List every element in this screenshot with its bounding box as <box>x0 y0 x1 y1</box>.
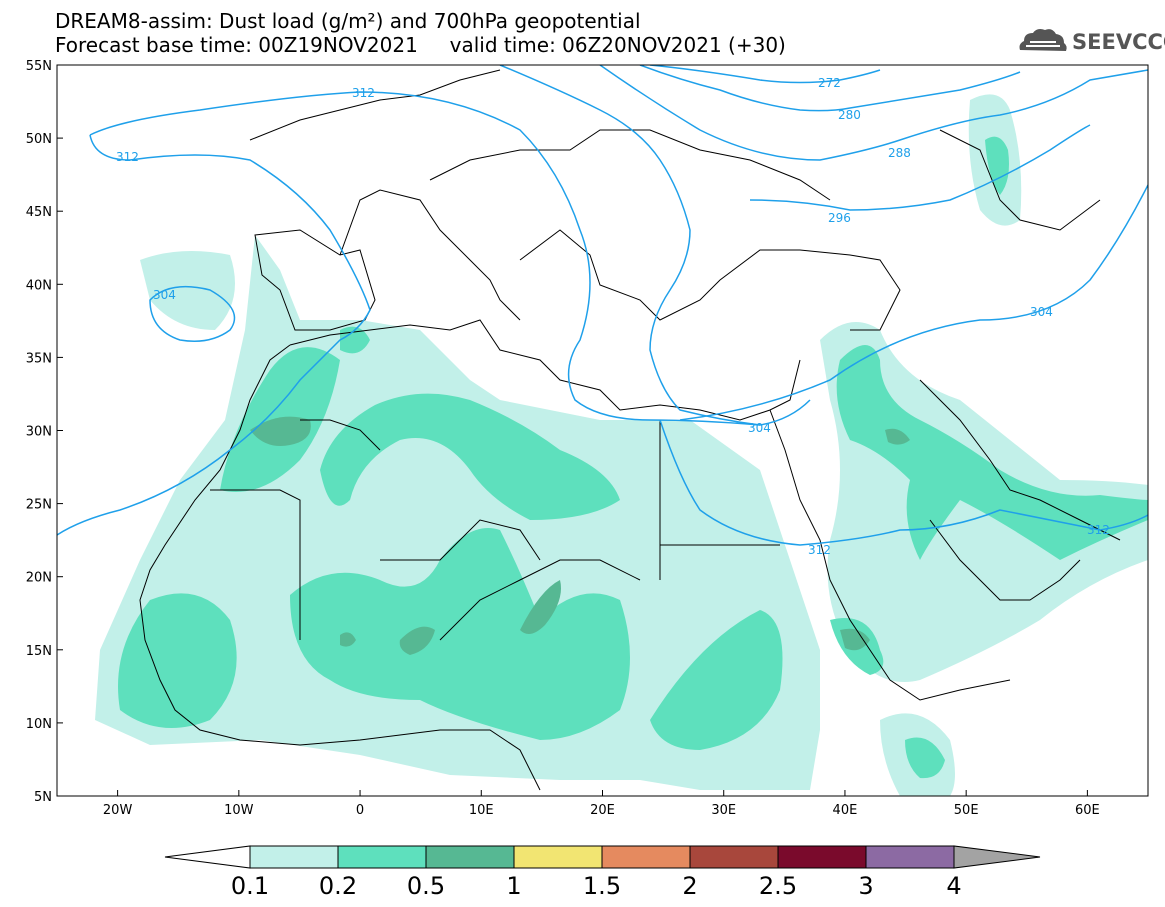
lat-tick-label: 45N <box>26 205 52 220</box>
lat-tick-label: 5N <box>34 790 52 805</box>
contour-label: 280 <box>838 108 861 122</box>
lat-tick-label: 50N <box>26 132 52 147</box>
lat-tick-label: 35N <box>26 351 52 366</box>
colorbar-segment <box>777 845 867 869</box>
colorbar-segment <box>425 845 515 869</box>
contour-label: 312 <box>808 543 831 557</box>
dust-medium-field <box>118 136 1148 779</box>
colorbar-label: 0.2 <box>318 872 358 900</box>
colorbar-max-arrow <box>953 845 1041 869</box>
colorbar-label: 3 <box>858 872 874 900</box>
geopotential-contours <box>57 65 1148 546</box>
lat-tick-label: 40N <box>26 278 52 293</box>
colorbar-label: 0.1 <box>230 872 270 900</box>
latitude-axis: 55N 50N 45N 40N 35N 30N 25N 20N 15N 10N 5N <box>26 59 63 805</box>
dust-fields <box>95 94 1148 796</box>
colorbar-segment <box>337 845 427 869</box>
colorbar-segment <box>689 845 779 869</box>
contour-label: 304 <box>153 288 176 302</box>
lon-tick-label: 0 <box>356 803 364 818</box>
contour-labels: 312 312 304 272 280 288 296 304 304 312 … <box>116 76 1110 557</box>
contour-label: 272 <box>818 76 841 90</box>
lon-tick-label: 20E <box>590 803 615 818</box>
lon-tick-label: 50E <box>954 803 979 818</box>
map-subtitle: Forecast base time: 00Z19NOV2021 valid t… <box>55 33 786 57</box>
dust-dark-field <box>250 416 910 655</box>
lon-tick-label: 40E <box>833 803 858 818</box>
coastlines <box>139 69 1121 791</box>
contour-label: 312 <box>116 150 139 164</box>
colorbar-label: 1 <box>506 872 522 900</box>
colorbar-segment <box>601 845 691 869</box>
lon-tick-label: 10E <box>469 803 494 818</box>
logo-text: SEEVCCC <box>1072 30 1165 54</box>
contour-label: 296 <box>828 211 851 225</box>
lat-tick-label: 15N <box>26 644 52 659</box>
lon-tick-label: 60E <box>1075 803 1100 818</box>
contour-label: 312 <box>352 86 375 100</box>
lat-tick-label: 25N <box>26 498 52 513</box>
colorbar-label: 0.5 <box>406 872 446 900</box>
cloud-logo-icon <box>1019 29 1067 51</box>
lon-tick-label: 30E <box>711 803 736 818</box>
lon-tick-label: 20W <box>103 803 133 818</box>
colorbar-label: 2 <box>682 872 698 900</box>
contour-label: 304 <box>1030 305 1053 319</box>
contour-label: 304 <box>748 421 771 435</box>
colorbar-segment <box>513 845 603 869</box>
contour-label: 288 <box>888 146 911 160</box>
colorbar-label: 4 <box>946 872 962 900</box>
longitude-axis: 20W 10W 0 10E 20E 30E 40E 50E 60E <box>103 790 1100 818</box>
colorbar-segment <box>865 845 955 869</box>
lat-tick-label: 20N <box>26 571 52 586</box>
lat-tick-label: 55N <box>26 59 52 74</box>
lat-tick-label: 30N <box>26 425 52 440</box>
colorbar-label: 1.5 <box>582 872 622 900</box>
contour-label: 312 <box>1087 523 1110 537</box>
colorbar-segment <box>249 845 339 869</box>
colorbar-min-arrow <box>164 845 251 869</box>
map-title: DREAM8-assim: Dust load (g/m²) and 700hP… <box>55 9 641 33</box>
lon-tick-label: 10W <box>224 803 254 818</box>
colorbar <box>164 845 1041 869</box>
colorbar-label: 2.5 <box>758 872 798 900</box>
lat-tick-label: 10N <box>26 717 52 732</box>
